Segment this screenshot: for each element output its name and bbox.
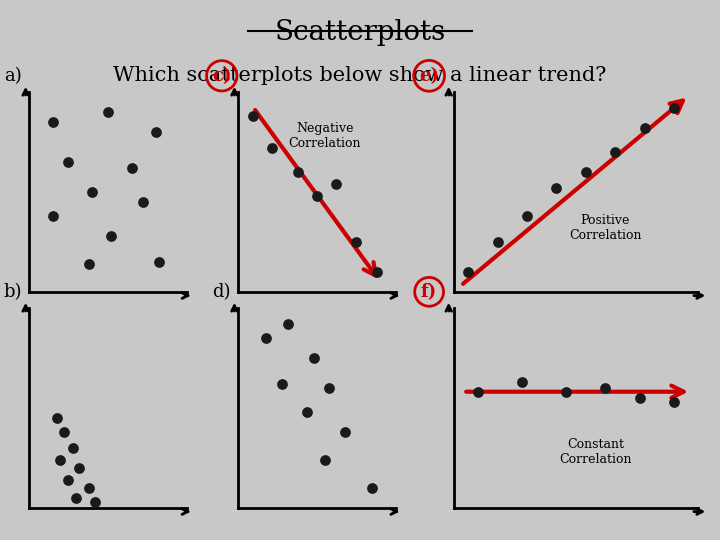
Text: Negative
Correlation: Negative Correlation — [289, 122, 361, 150]
Point — [351, 237, 362, 246]
Point — [137, 197, 148, 206]
Point — [311, 191, 323, 200]
Point — [282, 320, 294, 328]
Text: Constant
Correlation: Constant Correlation — [559, 437, 632, 465]
Point — [668, 397, 680, 406]
Point — [86, 187, 98, 196]
Point — [639, 124, 650, 132]
Point — [126, 164, 138, 172]
Point — [276, 380, 288, 388]
Point — [521, 211, 533, 220]
Point — [580, 167, 592, 176]
Text: d): d) — [212, 283, 231, 301]
Point — [372, 267, 383, 276]
Point — [308, 353, 320, 362]
Point — [89, 497, 101, 506]
Text: e): e) — [419, 67, 439, 85]
Point — [58, 427, 69, 436]
Point — [266, 144, 278, 152]
Text: a): a) — [4, 67, 22, 85]
Point — [52, 414, 63, 422]
Point — [153, 257, 164, 266]
Text: f): f) — [421, 283, 437, 301]
Point — [102, 107, 114, 116]
Point — [600, 383, 611, 392]
Point — [292, 167, 304, 176]
Point — [55, 455, 66, 464]
Point — [462, 267, 474, 276]
Text: Positive
Correlation: Positive Correlation — [569, 214, 642, 242]
Point — [472, 387, 484, 396]
Point — [516, 377, 528, 386]
Point — [330, 179, 341, 188]
Point — [634, 393, 645, 402]
Point — [302, 407, 313, 416]
Point — [73, 463, 85, 472]
Point — [47, 211, 58, 220]
Point — [105, 231, 117, 240]
Point — [63, 475, 74, 484]
Point — [551, 184, 562, 192]
Point — [560, 387, 572, 396]
Point — [248, 111, 259, 120]
Point — [84, 259, 95, 268]
Point — [492, 237, 503, 246]
Text: Scatterplots: Scatterplots — [274, 19, 446, 46]
Point — [324, 383, 336, 392]
Point — [609, 147, 621, 156]
Point — [63, 157, 74, 166]
Point — [150, 127, 161, 136]
Text: c): c) — [212, 67, 232, 85]
Point — [68, 443, 79, 452]
Point — [261, 333, 272, 342]
Text: Which scatterplots below show a linear trend?: Which scatterplots below show a linear t… — [113, 66, 607, 85]
Point — [71, 494, 82, 502]
Point — [366, 483, 378, 492]
Point — [84, 483, 95, 492]
Point — [668, 104, 680, 112]
Point — [340, 427, 351, 436]
Point — [319, 455, 330, 464]
Text: b): b) — [4, 283, 22, 301]
Point — [47, 117, 58, 126]
